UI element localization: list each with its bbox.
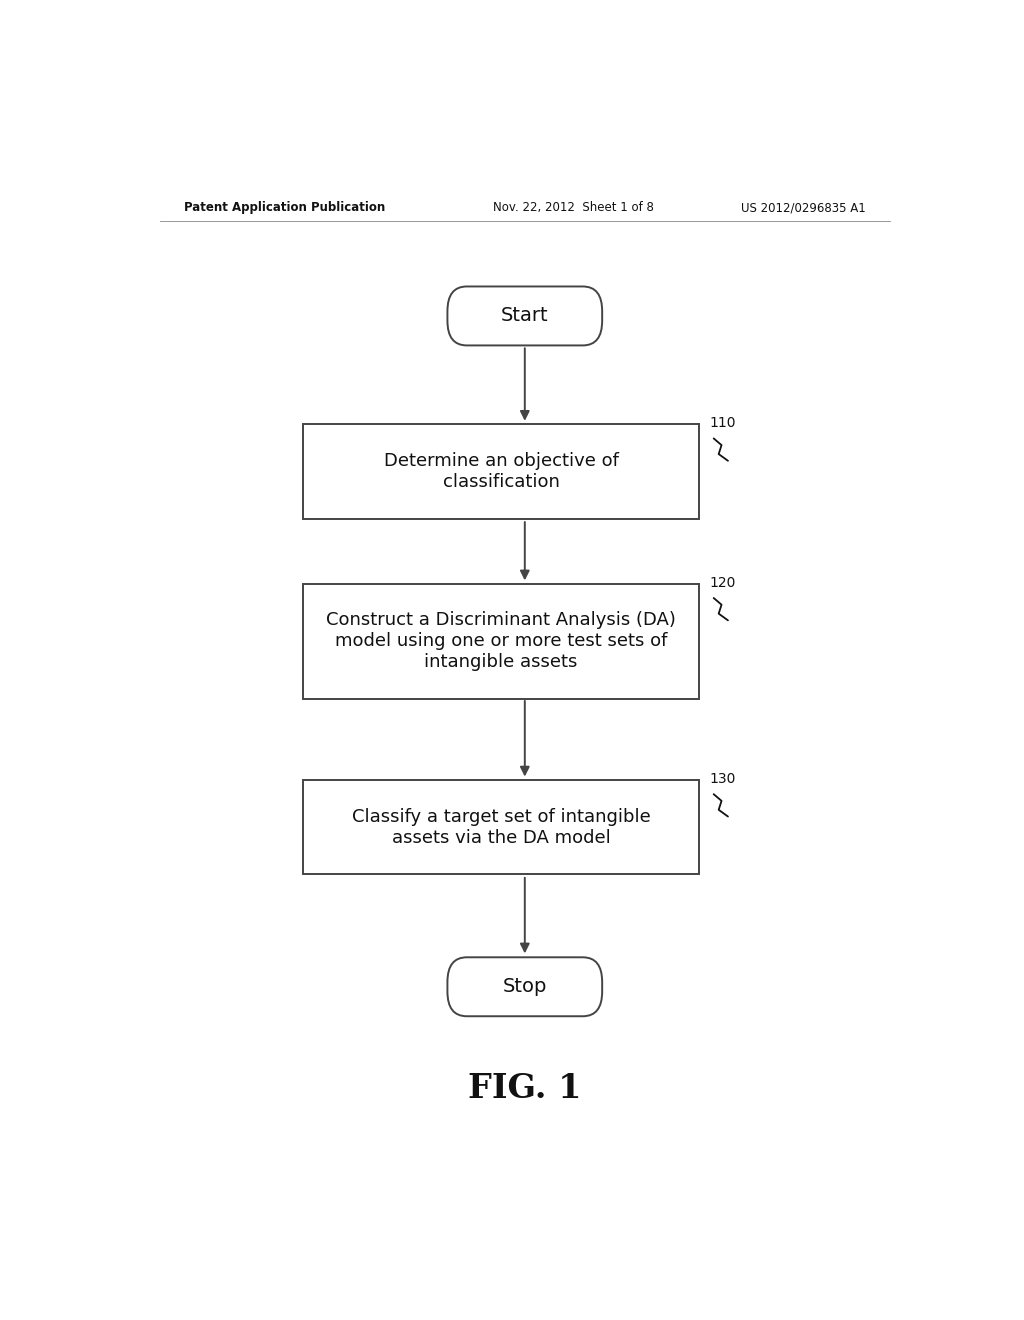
Text: Determine an objective of
classification: Determine an objective of classification (384, 451, 618, 491)
Text: 110: 110 (710, 416, 736, 430)
Text: 120: 120 (710, 576, 736, 590)
Bar (303, 424, 699, 519)
Text: US 2012/0296835 A1: US 2012/0296835 A1 (741, 201, 866, 214)
Text: Classify a target set of intangible
assets via the DA model: Classify a target set of intangible asse… (351, 808, 650, 846)
Text: Nov. 22, 2012  Sheet 1 of 8: Nov. 22, 2012 Sheet 1 of 8 (494, 201, 654, 214)
FancyBboxPatch shape (447, 957, 602, 1016)
FancyBboxPatch shape (447, 286, 602, 346)
Text: Construct a Discriminant Analysis (DA)
model using one or more test sets of
inta: Construct a Discriminant Analysis (DA) m… (326, 611, 676, 671)
Text: FIG. 1: FIG. 1 (468, 1072, 582, 1105)
Bar (303, 583, 699, 698)
Text: Start: Start (501, 306, 549, 326)
Bar (303, 780, 699, 874)
Text: Stop: Stop (503, 977, 547, 997)
Text: 130: 130 (710, 772, 736, 785)
Text: Patent Application Publication: Patent Application Publication (183, 201, 385, 214)
